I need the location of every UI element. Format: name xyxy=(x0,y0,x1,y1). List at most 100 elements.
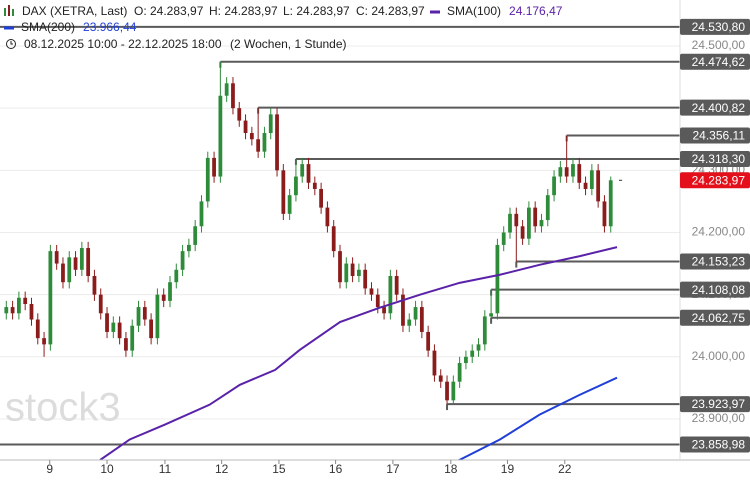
candle-body xyxy=(86,248,91,276)
candle-body xyxy=(275,114,279,171)
candle-body xyxy=(180,251,185,270)
x-tick-label: 9 xyxy=(46,462,53,476)
y-tick-label: 24.000,00 xyxy=(692,349,746,363)
candle-body xyxy=(249,133,254,140)
candle-body xyxy=(552,176,556,196)
candle-body xyxy=(331,226,336,252)
candle-body xyxy=(287,195,292,214)
candle-body xyxy=(105,313,109,332)
icon xyxy=(12,9,14,16)
level-label-box xyxy=(680,18,750,35)
x-tick-label: 15 xyxy=(272,462,286,476)
candle-body xyxy=(205,157,210,202)
candle-body xyxy=(350,263,355,276)
candle-body xyxy=(451,381,456,401)
candle-body xyxy=(231,83,235,109)
legend-name: SMA(100) xyxy=(447,4,501,18)
icon xyxy=(8,5,10,16)
candle-body xyxy=(489,313,493,317)
x-tick-label: 11 xyxy=(159,462,172,476)
ohlc-high: H: 24.283,97 xyxy=(209,4,278,18)
candle-body xyxy=(608,180,613,227)
candle-body xyxy=(577,164,582,183)
level-label-box xyxy=(680,253,750,270)
ohlc-open: O: 24.283,97 xyxy=(134,4,204,18)
candle-body xyxy=(394,276,399,295)
candle-body xyxy=(344,263,349,283)
y-tick-label: 24.500,00 xyxy=(692,38,746,52)
candle-body xyxy=(514,213,519,227)
candle-body xyxy=(533,207,538,227)
candle-body xyxy=(155,294,160,339)
candle-body xyxy=(508,213,512,233)
legend-name: SMA(200) xyxy=(21,20,75,34)
level-label: 24.530,80 xyxy=(692,20,746,34)
level-label-box xyxy=(680,309,750,326)
candle-body xyxy=(520,226,525,239)
candle-body xyxy=(407,319,412,326)
candle-body xyxy=(319,188,323,208)
candle-body xyxy=(382,307,386,314)
ohlc-low: L: 24.283,97 xyxy=(283,4,350,18)
candle-body xyxy=(419,307,424,332)
candle-body xyxy=(130,325,135,351)
candle-body xyxy=(23,297,28,304)
candle-body xyxy=(375,294,380,308)
x-tick-label: 22 xyxy=(558,462,572,476)
candle-body xyxy=(237,108,242,121)
candle-body xyxy=(457,363,462,382)
candle-body xyxy=(602,201,607,227)
candle-body xyxy=(149,319,153,339)
sma-line xyxy=(457,376,618,460)
candle-body xyxy=(29,303,34,320)
candle-body xyxy=(501,232,506,245)
candle-body xyxy=(445,381,449,401)
level-label-box xyxy=(680,396,750,413)
candle-body xyxy=(294,176,298,196)
candle-body xyxy=(61,263,65,283)
candle-body xyxy=(363,269,368,289)
candle-body xyxy=(117,322,122,339)
candle-body xyxy=(596,170,601,202)
candle-body xyxy=(357,269,361,276)
level-label-box xyxy=(680,53,750,70)
interval: (2 Wochen, 1 Stunde) xyxy=(230,37,347,51)
level-label: 24.400,82 xyxy=(692,101,746,115)
candle-body xyxy=(10,307,15,314)
candle-body xyxy=(67,257,72,283)
candle-body xyxy=(325,207,330,227)
x-tick-label: 12 xyxy=(215,462,229,476)
candle-body xyxy=(79,248,84,270)
level-label-box xyxy=(680,150,750,167)
candle-body xyxy=(545,195,550,221)
candle-body xyxy=(212,157,216,177)
last-price-label: 24.283,97 xyxy=(692,173,746,187)
candle-body xyxy=(432,350,437,376)
candle-body xyxy=(312,182,317,189)
plot xyxy=(0,25,680,460)
level-label: 24.318,30 xyxy=(692,152,746,166)
candle-body xyxy=(571,164,575,177)
level-label: 24.474,62 xyxy=(692,55,746,69)
sma-line xyxy=(99,246,618,460)
y-tick-label: 23.900,00 xyxy=(692,411,746,425)
candle-body xyxy=(369,288,374,295)
instrument: DAX (XETRA, Last) xyxy=(22,4,127,18)
level-label: 23.923,97 xyxy=(692,397,746,411)
candle-body xyxy=(124,338,128,351)
candle-body xyxy=(4,307,9,314)
candle-body xyxy=(539,220,544,227)
level-label: 24.062,75 xyxy=(692,311,746,325)
candle-body xyxy=(262,133,267,152)
candle-body xyxy=(17,297,21,314)
level-label: 23.858,98 xyxy=(692,438,746,452)
candle-body xyxy=(300,164,305,177)
candle-body xyxy=(438,375,443,382)
level-label-box xyxy=(680,99,750,116)
level-label-box xyxy=(680,436,750,453)
candle-body xyxy=(218,95,223,177)
y-tick-label: 24.200,00 xyxy=(692,225,746,239)
candle-body xyxy=(256,139,261,152)
